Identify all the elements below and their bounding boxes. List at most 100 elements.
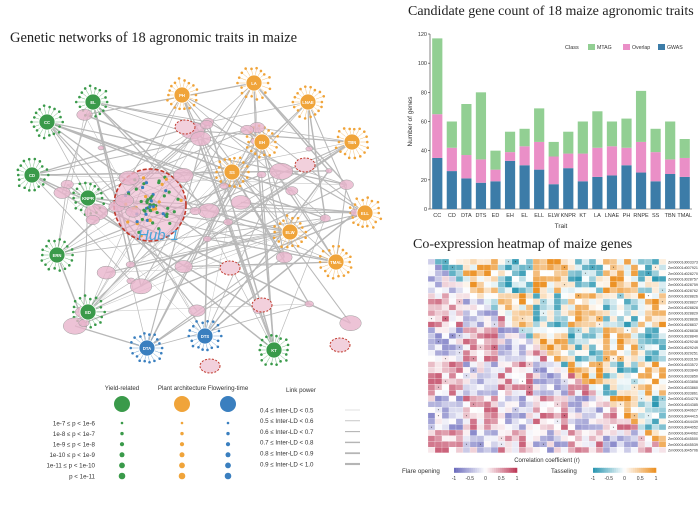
heatmap-cell [609,384,618,391]
heatmap-cell [588,258,597,265]
bar-gwas [534,169,545,209]
heatmap-cell [637,378,646,385]
heatmap-cell [525,310,534,317]
heatmap-cell [455,384,464,391]
satellite-gene [194,98,198,102]
satellite-gene [57,110,61,113]
legend-p-dot [120,421,124,425]
satellite-gene [363,151,366,154]
colorbar-segment [496,467,499,473]
heatmap-cell [490,441,499,448]
significance-mark: * [655,266,657,270]
satellite-gene [22,159,26,163]
heatmap-cell [511,367,520,374]
significance-mark: * [494,323,496,327]
y-tick-label: 0 [424,207,427,213]
satellite-gene [210,346,214,350]
heatmap-cell [574,355,583,362]
trait-node-label: LA [251,81,257,86]
heatmap-cell [595,293,604,300]
colorbar-segment [653,467,657,473]
heatmap-cell [434,287,443,294]
legend-p-dot [119,452,125,458]
heatmap-cell [546,378,555,385]
significance-mark: * [529,363,531,367]
satellite-gene [343,152,347,156]
hub-1-gene [179,198,183,202]
heatmap-cell [588,270,597,277]
heatmap-cell [490,338,499,345]
heatmap-cell [567,395,576,402]
significance-mark: * [641,397,643,401]
satellite-gene [17,184,21,188]
heatmap-cell [574,264,583,271]
significance-mark: * [494,346,496,350]
heatmap-cell [588,378,597,385]
trait-node-dta [138,339,156,357]
satellite-gene [89,325,92,329]
heatmap-cell [637,384,646,391]
heatmap-cell [448,412,457,419]
bar-mtag [504,131,516,153]
heatmap-cell [497,390,506,396]
heatmap-cell [658,367,667,374]
legend-swatch [658,44,665,50]
bar-overlap [534,141,545,170]
heatmap-cell [483,258,492,265]
satellite-gene [237,76,241,79]
heatmap-cell [616,281,625,288]
heatmap-cell [483,281,492,288]
hub-1-gene [150,194,154,198]
x-tick-label: DTA [461,213,472,219]
network-link [31,129,248,176]
colorbar-segment [647,467,650,473]
gene-label: Zm00001d044052 [668,426,698,430]
heatmap-cell [462,447,471,453]
heatmap-cell [469,321,478,328]
heatmap-cell [637,321,646,328]
colorbar-segment [498,467,501,473]
satellite-gene [255,98,259,101]
heatmap-cell [581,441,590,448]
heatmap-cell [462,327,471,334]
heatmap-cell [539,281,548,288]
heatmap-cell [602,378,611,385]
legend-p-bin: p < 1e-11 [69,473,95,480]
heatmap-cell [574,332,583,339]
satellite-gene [178,107,181,111]
significance-mark: * [445,261,447,265]
heatmap-cell [637,418,646,425]
heatmap-cell [630,367,639,374]
heatmap-cell [441,424,450,431]
heatmap-cell [609,298,618,305]
heatmap-cell [616,258,625,265]
heatmap-cell [511,390,520,396]
satellite-gene [47,267,51,271]
satellite-gene [219,334,223,338]
colorbar-tick: -1 [452,476,457,482]
satellite-gene [318,260,322,264]
satellite-gene [282,219,285,222]
satellite-gene [131,351,134,355]
satellite-gene [284,353,288,356]
heatmap-cell [588,435,597,442]
heatmap-cell [434,276,443,282]
heatmap-cell [658,304,667,311]
heatmap-cell [434,270,443,277]
colorbar-segment [491,467,495,473]
satellite-gene [273,230,276,234]
heatmap-cell [462,355,471,362]
colorbar-segment [464,467,467,473]
heatmap-cell [644,264,653,271]
satellite-gene [342,274,346,277]
satellite-gene [238,156,242,160]
gene-cluster [319,214,331,223]
heatmap-cell [644,355,653,362]
heatmap-cell [441,395,450,402]
heatmap-cell [553,435,562,442]
heatmap-cell [441,304,450,311]
heatmap-cell [616,378,625,385]
heatmap-cell [532,298,541,305]
heatmap-cell [644,384,653,391]
heatmap-cell [469,361,478,368]
